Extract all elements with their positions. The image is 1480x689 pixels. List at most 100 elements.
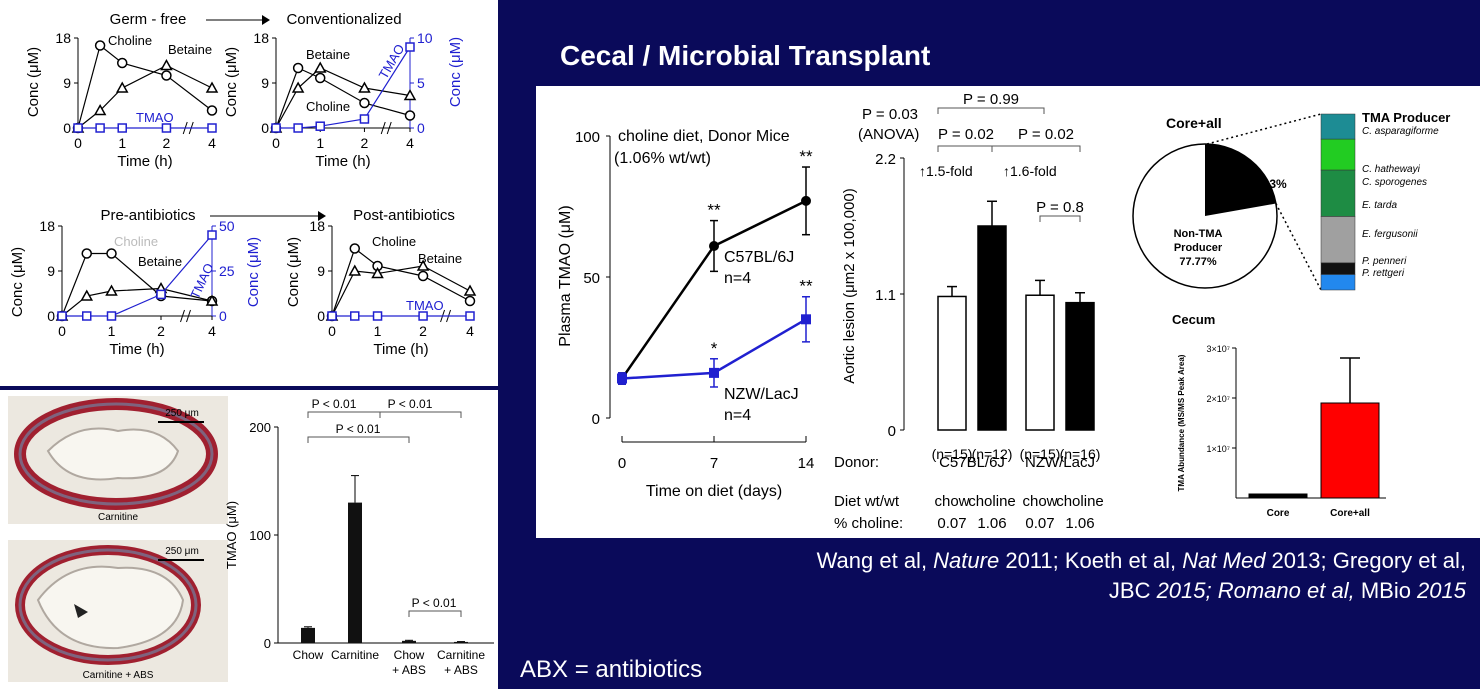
data-point (81, 248, 92, 259)
significance-label: (ANOVA) (858, 126, 919, 143)
breakdown-label: P. penneri (1362, 256, 1407, 267)
panel-title-conventionalized: Conventionalized (286, 11, 401, 28)
x-tick-label: 0 (328, 323, 336, 339)
significance-label: P = 0.99 (963, 91, 1019, 108)
x-tick-label: 4 (466, 323, 474, 339)
y2-tick-label: 5 (417, 75, 425, 91)
data-point (350, 311, 360, 321)
choline-pct-label: 0.07 (937, 515, 966, 532)
choline-pct-label: 1.06 (977, 515, 1006, 532)
x-tick-label: 1 (316, 135, 324, 151)
bar (937, 295, 967, 431)
histology-caption-carnitine-abs: Carnitine + ABS (83, 670, 154, 681)
data-point (93, 103, 107, 116)
data-point (291, 81, 305, 93)
citation-fragment: 2015 (1410, 578, 1466, 603)
series-label: Betaine (168, 42, 212, 57)
data-point (156, 289, 166, 300)
breakdown-label: C. hathewayi (1362, 164, 1421, 175)
y-tick-label: 2.2 (875, 151, 896, 168)
n-label: (n=12) (972, 446, 1013, 462)
x-axis-label: Time (h) (109, 341, 164, 358)
citation-fragment: Nat Med (1182, 548, 1266, 573)
x-tick-label: 1 (118, 135, 126, 151)
y-tick-label: 18 (39, 218, 55, 234)
arrow-head (318, 211, 326, 221)
data-point (57, 311, 67, 321)
n-label: (n=15) (932, 446, 973, 462)
histology-carnitine-image: 250 μm Carnitine (8, 396, 228, 524)
cecum-title: Cecum (1172, 312, 1215, 327)
data-point (292, 62, 304, 74)
x-tick-label: 0 (58, 323, 66, 339)
bar (1248, 493, 1308, 499)
significance-label: P = 0.02 (938, 126, 994, 143)
significance-mark: ** (707, 201, 721, 220)
axis-break (180, 309, 191, 323)
y-tick-label: 50 (583, 270, 600, 287)
bar (977, 225, 1007, 431)
y-tick-label: 9 (261, 75, 269, 91)
citation-fragment: 2015; Romano et al, (1150, 578, 1361, 603)
carnitine-panel: 250 μm Carnitine 250 μm Carnitine + ABS … (0, 390, 498, 689)
data-point (73, 123, 83, 133)
n-label: (n=16) (1060, 446, 1101, 462)
data-point (95, 123, 105, 133)
fold-change-label: ↑1.5-fold (919, 163, 973, 179)
x-tick-label: 0 (618, 455, 626, 472)
stacked-segment (1320, 274, 1356, 291)
data-point (207, 123, 217, 133)
y2-tick-label: 50 (219, 218, 235, 234)
data-point (359, 114, 370, 124)
significance-label: P < 0.01 (412, 596, 457, 610)
panel-title-germ-free: Germ - free (110, 11, 187, 28)
x-axis-label: Time (h) (315, 153, 370, 170)
data-point (349, 243, 361, 254)
connector-line (1275, 203, 1322, 291)
stacked-segment (1320, 169, 1356, 217)
y-tick-label: 0 (264, 636, 271, 651)
bar (402, 640, 416, 643)
fold-change-label: ↑1.6-fold (1003, 163, 1057, 179)
x-axis-label: Time on diet (days) (646, 483, 782, 500)
data-point (115, 81, 129, 93)
significance-bracket (1039, 215, 1081, 222)
y-axis-label: Conc (μM) (223, 47, 240, 117)
series-label: NZW/LacJ (724, 386, 799, 403)
y2-tick-label: 25 (219, 263, 235, 279)
donor-label: Donor: (834, 454, 879, 471)
data-point (465, 311, 475, 321)
significance-bracket (937, 107, 1045, 114)
data-point (359, 97, 370, 109)
series-label: Choline (114, 234, 158, 249)
significance-bracket (379, 411, 462, 418)
stacked-segment (1320, 216, 1356, 264)
data-point (105, 284, 118, 296)
data-point (315, 121, 325, 131)
y-tick-label: 9 (47, 263, 55, 279)
series-label: TMAO (136, 110, 174, 125)
scale-bar-label: 250 μm (165, 546, 199, 557)
breakdown-label: E. tarda (1362, 200, 1397, 211)
data-point (404, 110, 416, 121)
series-label: Betaine (306, 47, 350, 62)
series-line (61, 252, 213, 317)
y2-axis-label: Conc (μM) (447, 37, 464, 107)
significance-label: P < 0.01 (388, 397, 433, 411)
category-label: Carnitine (437, 648, 485, 662)
slide-title: Cecal / Microbial Transplant (560, 40, 931, 71)
citation: Wang et al, Nature 2011; Koeth et al, Na… (586, 546, 1466, 606)
x-tick-label: 4 (406, 135, 414, 151)
choline-pct-label: 1.06 (1065, 515, 1094, 532)
significance-label: P < 0.01 (336, 422, 381, 436)
y-axis-label: Conc (μM) (25, 47, 42, 117)
y-tick-label: 9 (63, 75, 71, 91)
x-tick-label: 1 (374, 323, 382, 339)
bar (301, 627, 315, 643)
series-label: Choline (372, 234, 416, 249)
data-point (106, 248, 117, 259)
x-tick-label: 4 (208, 135, 216, 151)
y-tick-label: 9 (317, 263, 325, 279)
microbial-transplant-panel: 100 50 0 Plasma TMAO (μM) 0 7 14 Time on diet (… (536, 86, 1480, 538)
series-label: Betaine (138, 254, 182, 269)
